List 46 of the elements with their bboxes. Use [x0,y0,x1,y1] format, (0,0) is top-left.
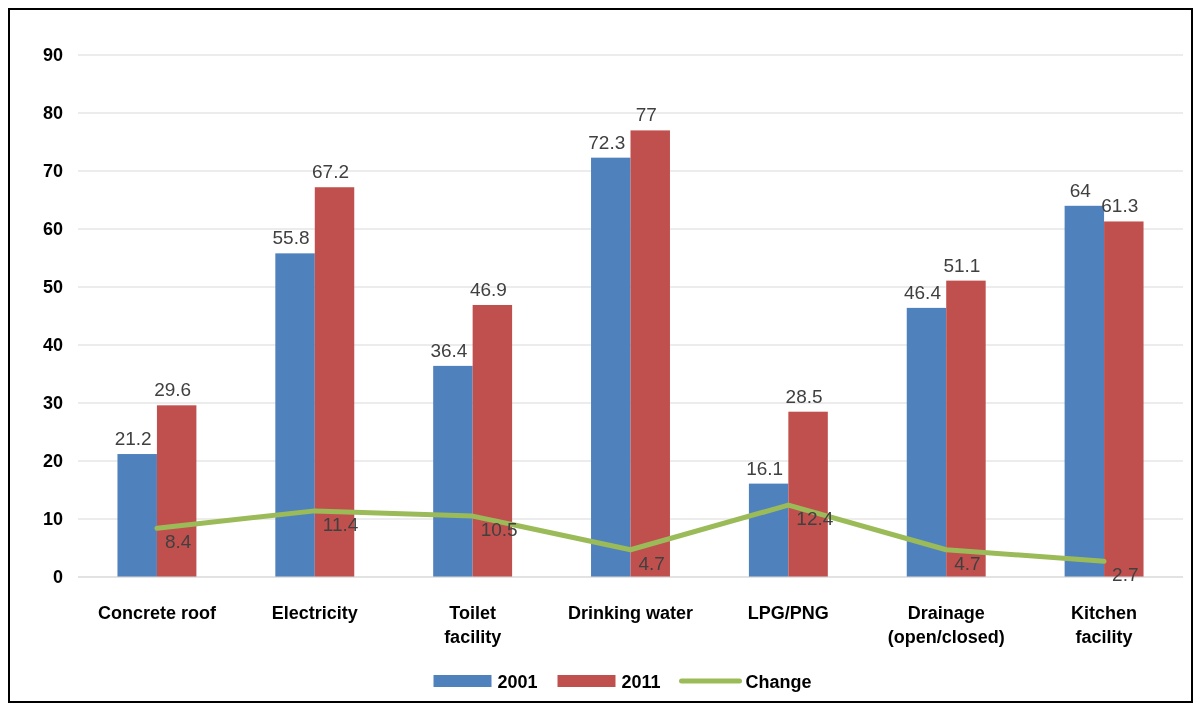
data-label: 28.5 [785,385,823,407]
bar [433,365,473,577]
data-label: 21.2 [114,428,152,450]
y-tick-label: 20 [42,451,63,472]
x-tick-label: Kitchen facility [1071,603,1138,647]
data-label: 36.4 [430,339,468,361]
x-tick-label: Electricity [271,603,358,623]
data-label: 61.3 [1101,195,1139,217]
bar [591,157,631,577]
legend-label: Change [745,672,812,692]
bar [748,483,789,577]
x-tick-label: LPG/PNG [747,603,829,623]
data-label: 46.4 [903,281,942,303]
y-tick-label: 10 [42,509,63,530]
data-label: 51.1 [943,254,981,276]
data-label: 67.2 [312,161,350,183]
y-tick-label: 30 [42,393,63,414]
x-tick-label: Concrete roof [97,603,217,623]
data-label: 46.9 [469,278,507,300]
y-tick-label: 0 [52,567,63,588]
data-label: 4.7 [954,552,981,574]
x-tick-label: Drainage (open/closed) [887,603,1005,647]
y-tick-label: 80 [42,103,63,124]
bar [630,130,670,577]
y-tick-label: 40 [42,335,63,356]
data-label: 16.1 [746,457,784,479]
data-label: 29.6 [154,379,192,401]
legend-label: 2001 [497,672,538,692]
data-label: 8.4 [164,531,192,553]
bar [117,454,157,577]
y-tick-label: 60 [42,219,63,240]
y-tick-label: 90 [42,45,63,66]
data-label: 4.7 [638,552,665,574]
bar [275,253,315,577]
x-tick-label: Toilet facility [444,603,502,647]
bar [906,307,947,577]
data-label: 72.3 [588,131,626,153]
data-label: 77 [635,104,657,126]
x-tick-label: Drinking water [567,603,694,623]
bar [156,405,197,577]
data-label: 55.8 [272,227,310,249]
bar [946,280,986,577]
y-tick-label: 70 [42,161,63,182]
legend-label: 2011 [621,672,661,692]
data-label: 64 [1069,179,1092,201]
y-tick-label: 50 [42,277,63,298]
